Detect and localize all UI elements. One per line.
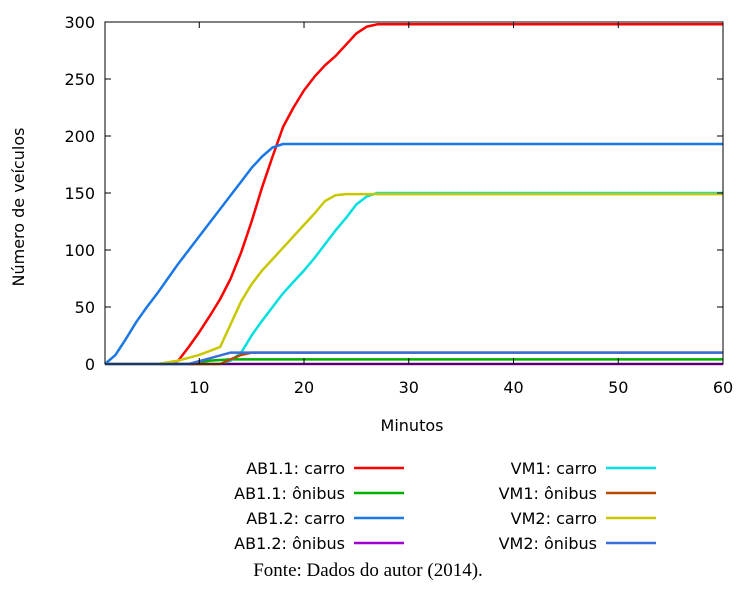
- legend-label: AB1.1: carro: [246, 459, 345, 478]
- y-tick-label: 250: [64, 70, 95, 89]
- y-tick-label: 0: [85, 355, 95, 374]
- x-tick-label: 60: [713, 378, 733, 397]
- series-lines: [104, 23, 723, 366]
- legend-label: AB1.1: ônibus: [234, 484, 345, 503]
- series-line-0: [105, 23, 723, 366]
- y-tick-label: 300: [64, 13, 95, 32]
- legend-label: VM1: carro: [511, 459, 597, 478]
- y-tick-label: 200: [64, 127, 95, 146]
- y-axis-title: Número de veículos: [9, 128, 28, 287]
- series-line-4: [105, 191, 723, 366]
- legend-label: VM2: carro: [511, 509, 597, 528]
- line-chart: 0 50 100 150 200 250 300 10 20 30 40 50 60 Minutos N…: [9, 13, 733, 553]
- legend-label: AB1.2: carro: [246, 509, 345, 528]
- x-tick-label: 30: [399, 378, 419, 397]
- legend-label: AB1.2: ônibus: [234, 534, 345, 553]
- legend-label: VM1: ônibus: [499, 484, 597, 503]
- y-tick-label: 100: [64, 241, 95, 260]
- series-line-6: [105, 192, 723, 366]
- legend-label: VM2: ônibus: [499, 534, 597, 553]
- x-tick-label: 40: [503, 378, 523, 397]
- x-tick-label: 20: [294, 378, 314, 397]
- x-tick-label: 50: [608, 378, 628, 397]
- series-line-2: [104, 142, 723, 365]
- legend: AB1.1: carro AB1.1: ônibus AB1.2: carro AB1…: [234, 459, 656, 553]
- figure-caption: Fonte: Dados do autor (2014).: [253, 560, 483, 581]
- x-tick-label: 10: [189, 378, 209, 397]
- y-tick-label: 150: [64, 184, 95, 203]
- axis-ticks: 0 50 100 150 200 250 300 10 20 30 40 50 60: [64, 13, 733, 397]
- x-axis-title: Minutos: [381, 416, 444, 435]
- y-tick-label: 50: [75, 298, 95, 317]
